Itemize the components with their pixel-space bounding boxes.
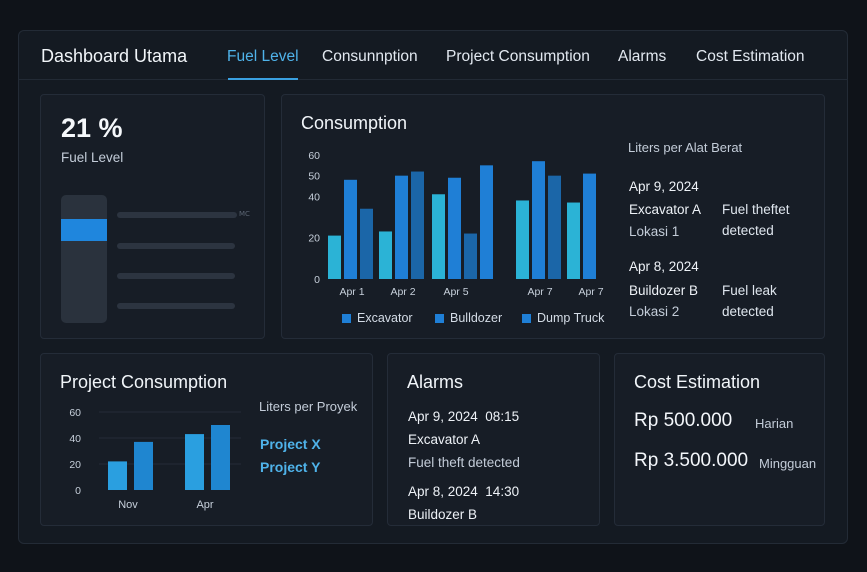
fuel-level-value: 21 % (61, 113, 123, 143)
bar-project-y (134, 441, 153, 490)
y-tick-label: 60 (308, 150, 320, 162)
event-date: Apr 8, 2024 (629, 259, 699, 274)
gauge-scale-marker: ⅯⅭ (239, 211, 250, 218)
y-tick-label: 50 (308, 171, 320, 183)
legend-swatch (522, 314, 531, 324)
bar-bulldozer (344, 179, 357, 279)
bar-excavator (516, 200, 529, 279)
bar-bulldozer (532, 161, 545, 279)
alarms-title: Alarms (407, 372, 464, 392)
y-tick-label: 20 (69, 459, 81, 471)
cost-amount-daily: Rp 500.000 (634, 410, 733, 431)
alarm-datetime[interactable]: Apr 8, 2024 14:30 (408, 484, 520, 499)
legend-dump-truck: Dump Truck (522, 311, 604, 325)
bar-project-x (185, 434, 204, 490)
bar-excavator (379, 231, 392, 279)
y-tick-label: 60 (69, 407, 81, 419)
alarm-datetime[interactable]: Apr 9, 2024 08:15 (408, 409, 520, 424)
tab-alarms[interactable]: Alarms (618, 48, 667, 65)
bar-bulldozer (480, 165, 493, 279)
cost-estimation-card: Cost Estimation Rp 500.000 Harian Rp 3.5… (614, 353, 825, 526)
bar-dump-truck (464, 233, 477, 279)
bar-bulldozer (395, 175, 408, 279)
tab-consumption[interactable]: Consunnption (322, 48, 418, 65)
cost-period-weekly: Mingguan (759, 456, 817, 471)
legend-project-x: Project X (260, 436, 321, 452)
legend-swatch (435, 314, 444, 324)
legend-label: Excavator (357, 311, 413, 325)
bar-bulldozer (583, 173, 596, 279)
cost-period-daily: Harian (755, 416, 794, 431)
bar-excavator (432, 194, 445, 279)
legend-bulldozer: Bulldozer (435, 311, 502, 325)
x-tick-label: Apr 2 (390, 286, 415, 298)
legend-excavator: Excavator (342, 311, 413, 325)
x-tick-label: Nov (118, 499, 138, 511)
legend-label: Dump Truck (537, 311, 605, 325)
event-location: Lokasi 1 (629, 224, 680, 239)
y-tick-label: 40 (69, 433, 81, 445)
gauge-scale-line (117, 273, 235, 279)
fuel-gauge-fill (61, 219, 107, 241)
y-tick-label: 0 (75, 485, 81, 497)
fuel-level-card: 21 % Fuel Level ⅯⅭ (40, 94, 265, 339)
top-nav: Dashboard Utama Fuel Level Consunnption … (18, 30, 848, 80)
fuel-gauge (61, 195, 107, 323)
bar-excavator (328, 235, 341, 279)
event-note: Fuel leak (722, 283, 777, 298)
x-tick-label: Apr 7 (527, 286, 552, 298)
event-note: detected (722, 304, 774, 319)
bar-dump-truck (411, 171, 424, 279)
event-equipment: Buildozer B (629, 283, 699, 298)
tab-project-consumption[interactable]: Project Consumption (446, 48, 590, 65)
legend-project-y: Project Y (260, 459, 321, 475)
consumption-chart: 0 20 40 50 60 Apr 1 Apr 2 Apr 5 Apr 7 Apr 7 (308, 150, 603, 298)
bar-excavator (567, 202, 580, 279)
event-location: Lokasi 2 (629, 304, 680, 319)
bar-dump-truck (548, 175, 561, 279)
alarms-card: Alarms Apr 9, 2024 08:15 Excavator A Fue… (387, 353, 600, 526)
consumption-card: Consumption 0 20 40 50 60 Apr 1 Apr 2 Apr 5 Apr … (281, 94, 825, 339)
gauge-scale-line (117, 303, 235, 309)
project-side-label: Liters per Proyek (259, 399, 358, 414)
alarm-equipment: Buildozer B (408, 507, 478, 522)
alarm-message: Fuel theft detected (408, 455, 520, 470)
x-tick-label: Apr (196, 499, 213, 511)
y-tick-label: 0 (314, 274, 320, 286)
event-equipment: Excavator A (629, 202, 702, 217)
active-tab-indicator (228, 78, 298, 80)
cost-estimation-title: Cost Estimation (634, 372, 761, 392)
event-note: detected (722, 223, 774, 238)
consumption-side-label: Liters per Alat Berat (628, 140, 743, 155)
legend-label: Bulldozer (450, 311, 503, 325)
x-tick-label: Apr 1 (339, 286, 364, 298)
bar-project-x (108, 461, 127, 490)
legend-swatch (342, 314, 351, 324)
event-note: Fuel theftet (722, 202, 790, 217)
project-consumption-chart: 0 20 40 60 Nov Apr (69, 407, 241, 511)
gauge-scale-line (117, 243, 235, 249)
event-date: Apr 9, 2024 (629, 179, 699, 194)
app-title: Dashboard Utama (41, 46, 188, 66)
y-tick-label: 40 (308, 191, 320, 203)
gauge-scale-line (117, 212, 237, 218)
project-consumption-card: Project Consumption 0 20 40 60 Nov Apr Liters… (40, 353, 373, 526)
fuel-level-label: Fuel Level (61, 150, 124, 165)
cost-amount-weekly: Rp 3.500.000 (634, 450, 749, 471)
bar-bulldozer (448, 177, 461, 279)
tab-fuel-level[interactable]: Fuel Level (227, 48, 299, 65)
y-tick-label: 20 (308, 233, 320, 245)
x-tick-label: Apr 5 (443, 286, 468, 298)
alarm-equipment: Excavator A (408, 432, 481, 447)
tab-cost-estimation[interactable]: Cost Estimation (696, 48, 805, 65)
x-tick-label: Apr 7 (578, 286, 603, 298)
consumption-title: Consumption (301, 113, 408, 133)
project-consumption-title: Project Consumption (60, 372, 228, 392)
bar-project-y (211, 425, 230, 490)
bar-dump-truck (360, 208, 373, 279)
